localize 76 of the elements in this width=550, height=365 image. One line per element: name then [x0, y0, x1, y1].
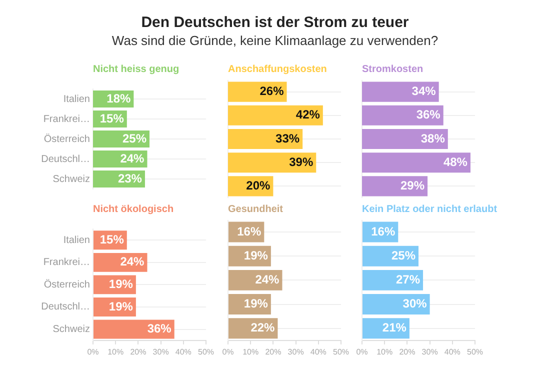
- x-tick-label: 10%: [242, 347, 259, 356]
- data-label: 16%: [371, 224, 396, 238]
- data-label: 23%: [118, 171, 142, 186]
- data-label: 15%: [100, 232, 124, 246]
- chart-title: Nicht ökologisch: [93, 204, 175, 217]
- data-label: 39%: [289, 154, 314, 169]
- data-label: 26%: [260, 84, 284, 98]
- text: Den Deutschen ist der Strom zu teuer: [140, 14, 410, 31]
- x-tick-label: 40%: [175, 347, 192, 356]
- x-tick-label: 20%: [130, 347, 146, 356]
- x-tick-label: 50%: [198, 347, 214, 356]
- data-label: 34%: [412, 84, 436, 98]
- bar: [362, 294, 430, 315]
- data-label: 19%: [244, 296, 268, 311]
- x-tick-label: 40%: [444, 347, 460, 356]
- x-tick-label: 20%: [265, 347, 282, 356]
- bar: [362, 152, 470, 173]
- data-label: 21%: [382, 320, 407, 335]
- data-label: 19%: [244, 248, 268, 262]
- x-tick-label: 30%: [422, 347, 438, 356]
- x-tick-label: 10%: [108, 347, 124, 356]
- y-tick-label: Italien: [63, 94, 90, 105]
- x-tick-label: 30%: [152, 347, 169, 356]
- data-label: 20%: [246, 178, 271, 193]
- data-label: 25%: [122, 131, 147, 146]
- data-label: 25%: [391, 248, 416, 262]
- x-tick-label: 0%: [356, 347, 368, 356]
- y-tick-label: Frankrei…: [43, 114, 90, 125]
- data-label: 16%: [237, 224, 262, 238]
- x-tick-label: 50%: [466, 347, 484, 356]
- x-tick-label: 30%: [288, 347, 304, 356]
- data-label: 38%: [420, 131, 446, 146]
- data-label: 30%: [402, 296, 428, 311]
- y-tick-label: Deutschl…: [41, 154, 90, 165]
- chart-title: Nicht heiss genug: [93, 64, 180, 77]
- bar: [362, 176, 428, 196]
- data-label: 27%: [396, 272, 420, 287]
- data-label: 15%: [100, 111, 124, 126]
- y-tick-label: Frankrei…: [43, 257, 90, 268]
- data-label: 42%: [296, 108, 320, 122]
- bar: [362, 82, 439, 102]
- bar: [362, 128, 448, 150]
- data-label: 29%: [400, 178, 425, 193]
- x-tick-label: 40%: [310, 347, 326, 356]
- bar: [362, 105, 444, 126]
- data-label: 24%: [120, 151, 145, 166]
- bar: [228, 128, 303, 150]
- y-tick-label: Österreich: [44, 132, 90, 145]
- x-tick-label: 20%: [399, 347, 416, 356]
- data-label: 48%: [443, 154, 468, 169]
- data-label: 24%: [255, 272, 280, 287]
- bar: [228, 152, 316, 173]
- x-tick-label: 0%: [87, 347, 99, 356]
- chart-title: Gesundheit: [228, 204, 284, 217]
- x-tick-label: 10%: [376, 347, 393, 356]
- y-tick-label: Schweiz: [52, 174, 90, 185]
- y-tick-label: Schweiz: [52, 324, 90, 336]
- data-label: 33%: [276, 131, 300, 146]
- y-tick-label: Österreich: [44, 278, 90, 290]
- bar: [362, 270, 424, 290]
- chart-title: Anschaffungskosten: [228, 64, 328, 77]
- y-tick-label: Italien: [63, 234, 90, 246]
- chart-title: Stromkosten: [362, 64, 424, 77]
- data-label: 19%: [108, 277, 134, 292]
- data-label: 19%: [108, 299, 134, 314]
- data-label: 24%: [120, 254, 145, 269]
- data-label: 36%: [147, 322, 172, 336]
- x-tick-label: 0%: [222, 347, 234, 356]
- text: Was sind die Gründe, keine Klimaanlage zu verwenden?: [110, 33, 440, 48]
- chart-title: Kein Platz oder nicht erlaubt: [362, 204, 498, 217]
- data-label: 18%: [106, 91, 131, 106]
- bar: [228, 105, 323, 126]
- y-tick-label: Deutschl…: [41, 302, 90, 313]
- data-label: 22%: [250, 320, 276, 335]
- data-label: 36%: [416, 108, 441, 122]
- x-tick-label: 50%: [332, 347, 350, 356]
